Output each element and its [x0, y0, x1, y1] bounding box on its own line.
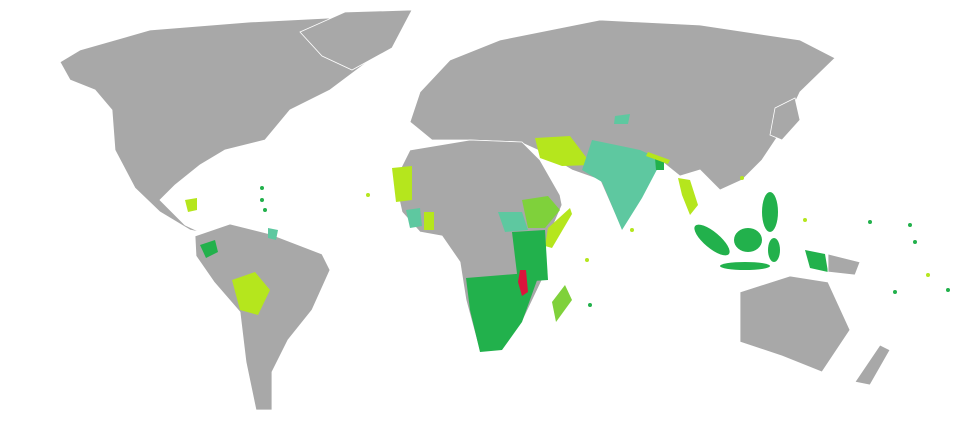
south-america-landmass — [194, 223, 331, 411]
sumatra-green — [694, 224, 730, 256]
borneo-green — [734, 228, 762, 252]
island-dot — [893, 290, 897, 294]
southeast-asia — [694, 192, 861, 276]
sulawesi-green — [768, 238, 780, 262]
south-america — [194, 223, 331, 411]
mauritania-lime — [392, 166, 412, 202]
island-dot — [260, 186, 264, 190]
somalia-lime — [545, 208, 572, 248]
new-guinea-green — [805, 250, 828, 272]
ethiopia-medium — [522, 196, 560, 228]
guyana-teal — [268, 228, 278, 240]
central-america-lime — [185, 198, 197, 212]
iran-lime — [535, 136, 592, 166]
madagascar-medium — [552, 285, 572, 322]
south-sudan-teal — [498, 212, 528, 232]
ecuador-green — [200, 240, 218, 258]
west-africa-teal — [406, 208, 422, 228]
australia — [739, 275, 851, 373]
new-zealand — [854, 344, 891, 386]
laos-lime — [678, 178, 698, 215]
island-markers — [260, 176, 950, 307]
island-dot — [263, 208, 267, 212]
japan — [769, 97, 801, 141]
island-dot — [588, 303, 592, 307]
papua-new-guinea — [827, 253, 861, 276]
island-dot — [260, 198, 264, 202]
east-africa-green — [512, 230, 548, 282]
island-dot — [868, 220, 872, 224]
bolivia-lime — [232, 272, 270, 315]
island-dot — [926, 273, 930, 277]
island-dot — [366, 193, 370, 197]
oceania — [739, 275, 891, 386]
island-dot — [630, 228, 634, 232]
ghana-lime — [424, 212, 434, 230]
africa — [392, 139, 572, 353]
nepal-lime — [646, 152, 670, 164]
island-dot — [913, 240, 917, 244]
north-america — [59, 9, 413, 233]
island-dot — [585, 258, 589, 262]
philippines-green — [762, 192, 778, 232]
java-green — [720, 262, 770, 270]
island-dot — [946, 288, 950, 292]
greenland — [299, 9, 413, 71]
island-dot — [803, 218, 807, 222]
tajikistan-teal — [614, 114, 630, 124]
island-dot — [908, 223, 912, 227]
island-dot — [740, 176, 744, 180]
malawi-home-red — [518, 270, 528, 296]
india-teal — [582, 140, 662, 230]
